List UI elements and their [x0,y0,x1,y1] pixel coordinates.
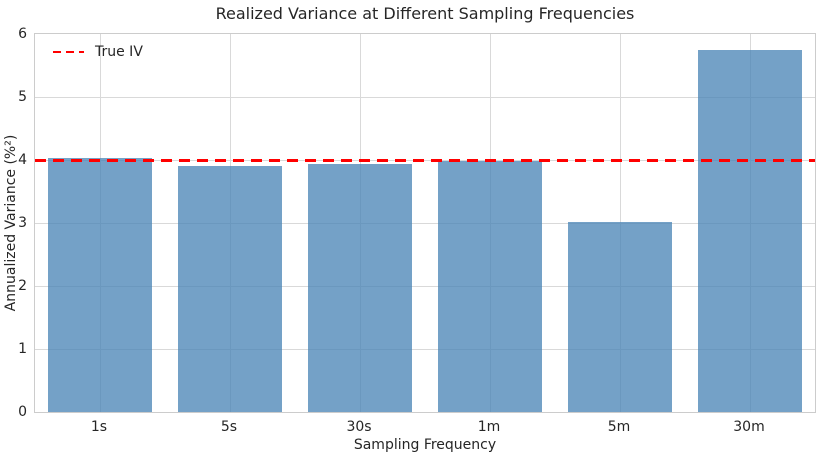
legend: True IV [53,44,143,60]
x-tick-label-1m: 1m [477,419,501,435]
bar-5m [568,221,672,412]
x-tick-label-30m: 30m [733,419,765,435]
x-axis-title: Sampling Frequency [353,437,497,453]
bar-5s [178,166,282,412]
x-tick-label-30s: 30s [346,419,372,435]
h-gridline-1 [35,349,815,350]
bars-layer [35,34,815,412]
h-gridline-2 [35,286,815,287]
y-tick-label-0: 0 [18,404,27,420]
plot-area: True IV [34,33,816,413]
bar-30s [308,164,412,412]
y-tick-label-1: 1 [18,341,27,357]
x-tick-label-5s: 5s [220,419,238,435]
bar-1s [48,158,152,412]
x-tick-label-1s: 1s [90,419,108,435]
y-tick-label-3: 3 [18,215,27,231]
h-gridline-3 [35,223,815,224]
y-axis-title: Annualized Variance (%²) [3,134,19,312]
bar-30m [698,50,802,412]
bar-1m [438,160,542,412]
y-tick-label-2: 2 [18,278,27,294]
legend-label: True IV [95,44,143,60]
h-gridline-5 [35,97,815,98]
y-tick-label-6: 6 [18,26,27,42]
x-tick-label-5m: 5m [607,419,631,435]
y-tick-label-4: 4 [18,152,27,168]
true-iv-reference-line [35,159,815,162]
y-tick-label-5: 5 [18,89,27,105]
legend-dashed-line-sample [53,50,84,54]
chart-title: Realized Variance at Different Sampling … [215,4,635,23]
